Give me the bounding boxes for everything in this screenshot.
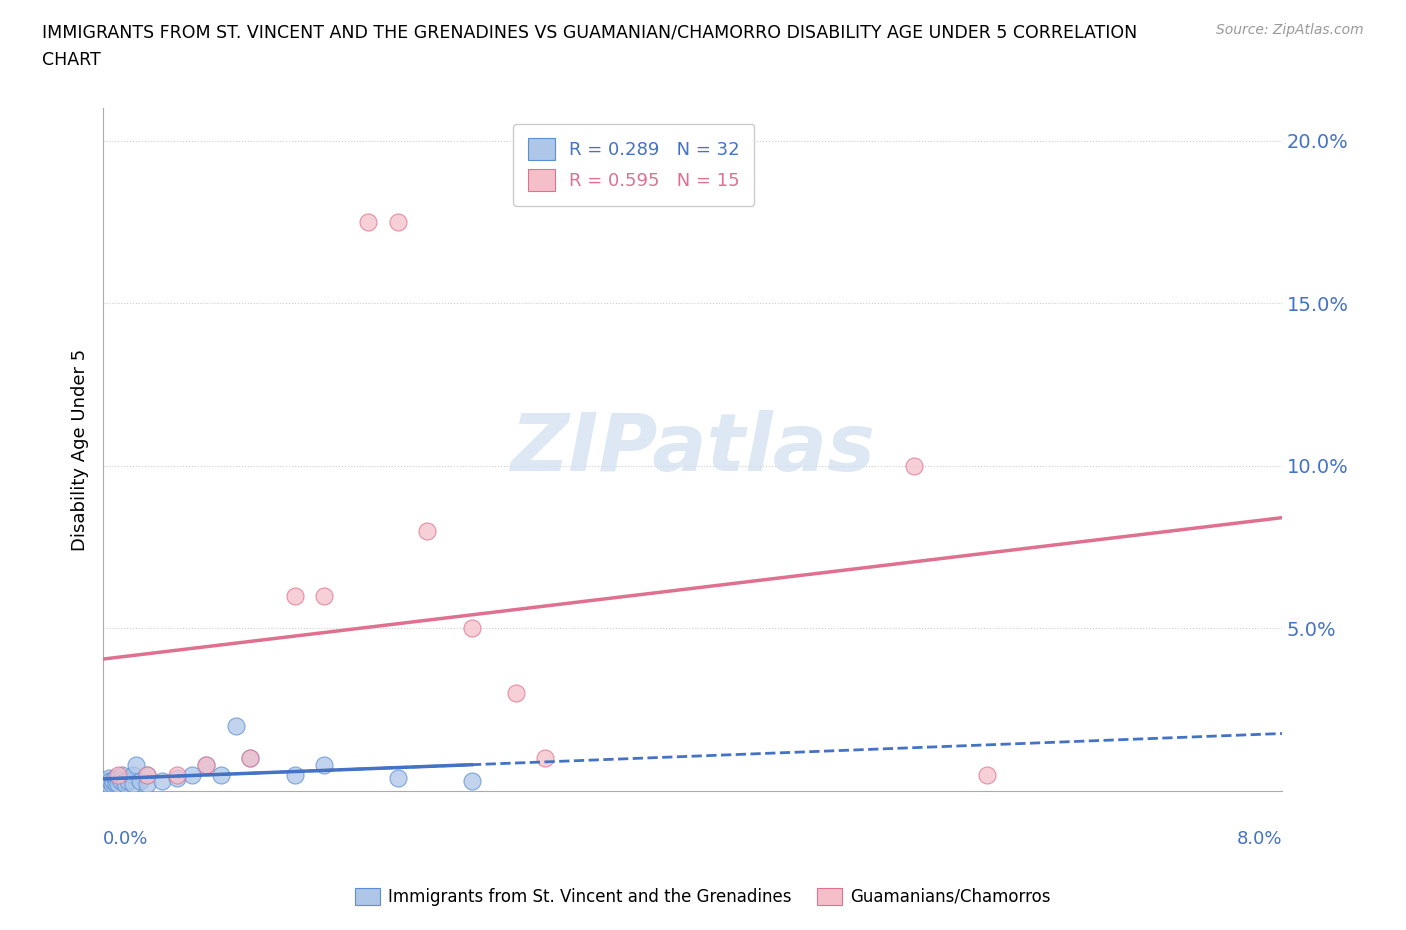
Point: [136, 767, 159, 782]
Point: [104, 771, 127, 786]
Point: [105, 777, 128, 792]
Point: [96, 777, 118, 792]
Point: [121, 767, 143, 782]
Point: [180, 767, 202, 782]
Point: [534, 751, 557, 766]
Text: 0.0%: 0.0%: [103, 830, 149, 848]
Text: IMMIGRANTS FROM ST. VINCENT AND THE GRENADINES VS GUAMANIAN/CHAMORRO DISABILITY : IMMIGRANTS FROM ST. VINCENT AND THE GREN…: [42, 23, 1137, 41]
Point: [107, 767, 129, 782]
Point: [136, 777, 159, 792]
Point: [314, 589, 336, 604]
Text: CHART: CHART: [42, 51, 101, 69]
Point: [107, 777, 129, 792]
Point: [166, 771, 188, 786]
Text: 8.0%: 8.0%: [1236, 830, 1282, 848]
Text: Source: ZipAtlas.com: Source: ZipAtlas.com: [1216, 23, 1364, 37]
Point: [121, 777, 143, 792]
Point: [357, 215, 380, 230]
Point: [107, 771, 129, 786]
Point: [195, 758, 218, 773]
Point: [124, 758, 146, 773]
Point: [284, 767, 307, 782]
Point: [100, 774, 122, 789]
Point: [387, 215, 409, 230]
Point: [460, 774, 482, 789]
Legend: Immigrants from St. Vincent and the Grenadines, Guamanians/Chamorros: Immigrants from St. Vincent and the Gren…: [349, 881, 1057, 912]
Point: [209, 767, 232, 782]
Point: [460, 621, 482, 636]
Point: [117, 774, 139, 789]
Point: [114, 774, 136, 789]
Point: [98, 771, 121, 786]
Point: [387, 771, 409, 786]
Point: [136, 767, 159, 782]
Point: [976, 767, 998, 782]
Point: [505, 686, 527, 701]
Point: [101, 777, 124, 792]
Point: [114, 777, 136, 792]
Point: [166, 767, 188, 782]
Point: [239, 751, 262, 766]
Point: [416, 524, 439, 538]
Point: [111, 767, 134, 782]
Point: [103, 774, 125, 789]
Point: [225, 719, 247, 734]
Legend: R = 0.289   N = 32, R = 0.595   N = 15: R = 0.289 N = 32, R = 0.595 N = 15: [513, 124, 754, 206]
Point: [110, 774, 132, 789]
Point: [94, 774, 117, 789]
Point: [129, 774, 152, 789]
Point: [314, 758, 336, 773]
Point: [284, 589, 307, 604]
Point: [903, 458, 925, 473]
Point: [195, 758, 218, 773]
Point: [239, 751, 262, 766]
Y-axis label: Disability Age Under 5: Disability Age Under 5: [72, 349, 89, 551]
Point: [150, 774, 173, 789]
Text: ZIPatlas: ZIPatlas: [510, 410, 875, 488]
